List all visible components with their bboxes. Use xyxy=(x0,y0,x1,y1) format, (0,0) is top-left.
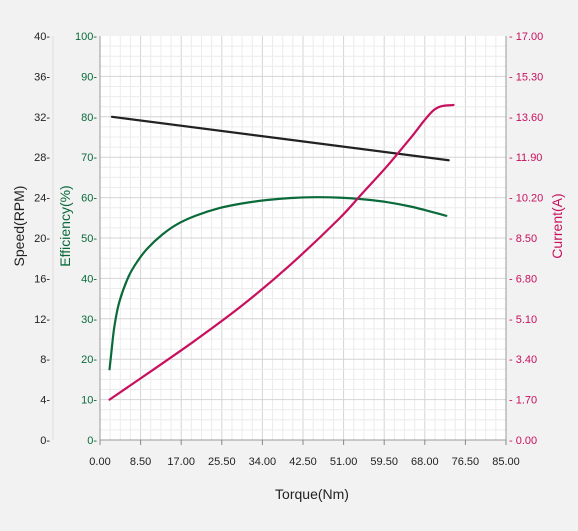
current-tick-label: - 17.00 xyxy=(509,31,543,43)
x-tick-label: 68.00 xyxy=(411,456,439,468)
efficiency-tick-label: 80- xyxy=(81,112,97,124)
efficiency-tick-label: 60- xyxy=(81,193,97,205)
efficiency-tick-label: 90- xyxy=(81,71,97,83)
x-tick-label: 85.00 xyxy=(492,456,520,468)
efficiency-series-line xyxy=(108,196,448,371)
current-tick-label: - 3.40 xyxy=(509,354,537,366)
efficiency-tick-label: 30- xyxy=(81,314,97,326)
x-tick-label: 0.00 xyxy=(89,456,110,468)
speed-tick-label: 20- xyxy=(34,233,50,245)
speed-tick-label: 40- xyxy=(34,31,50,43)
current-tick-label: - 1.70 xyxy=(509,395,537,407)
x-tick-label: 59.50 xyxy=(370,456,398,468)
x-tick-label: 42.50 xyxy=(289,456,317,468)
current-tick-label: - 5.10 xyxy=(509,314,537,326)
speed-tick-label: 32- xyxy=(34,112,50,124)
speed-axis-title: Speed(RPM) xyxy=(11,186,27,267)
efficiency-tick-label: 10- xyxy=(81,395,97,407)
efficiency-axis-title: Efficiency(%) xyxy=(57,185,73,266)
x-axis-title: Torque(Nm) xyxy=(275,486,349,502)
x-tick-label: 8.50 xyxy=(130,456,151,468)
x-tick-label: 25.50 xyxy=(208,456,236,468)
efficiency-tick-label: 0- xyxy=(87,435,97,447)
efficiency-tick-label: 100- xyxy=(75,31,97,43)
series xyxy=(108,103,455,401)
efficiency-tick-label: 20- xyxy=(81,354,97,366)
current-tick-label: - 13.60 xyxy=(509,112,543,124)
efficiency-tick-label: 70- xyxy=(81,152,97,164)
speed-tick-label: 36- xyxy=(34,71,50,83)
speed-tick-label: 16- xyxy=(34,273,50,285)
efficiency-tick-label: 40- xyxy=(81,273,97,285)
current-tick-label: - 8.50 xyxy=(509,233,537,245)
speed-tick-label: 28- xyxy=(34,152,50,164)
current-axis-title: Current(A) xyxy=(549,193,565,258)
speed-tick-label: 8- xyxy=(40,354,50,366)
current-tick-label: - 10.20 xyxy=(509,193,543,205)
x-tick-label: 34.00 xyxy=(249,456,277,468)
tick-labels: 0.00 8.50 17.00 25.50 34.00 42.50 51.00 59.50 68… xyxy=(34,31,543,468)
x-tick-label: 51.00 xyxy=(330,456,358,468)
efficiency-tick-label: 50- xyxy=(81,233,97,245)
speed-tick-label: 24- xyxy=(34,193,50,205)
axes xyxy=(52,36,507,441)
current-tick-label: - 11.90 xyxy=(509,152,542,164)
x-tick-label: 76.50 xyxy=(452,456,480,468)
grid xyxy=(100,36,506,440)
x-tick-label: 17.00 xyxy=(167,456,195,468)
current-tick-label: - 0.00 xyxy=(509,435,537,447)
speed-series-line xyxy=(110,115,450,162)
current-tick-label: - 15.30 xyxy=(509,71,543,83)
speed-tick-label: 4- xyxy=(40,395,50,407)
current-series-line xyxy=(108,103,455,401)
speed-tick-label: 0- xyxy=(40,435,50,447)
speed-tick-label: 12- xyxy=(34,314,50,326)
current-tick-label: - 6.80 xyxy=(509,273,537,285)
